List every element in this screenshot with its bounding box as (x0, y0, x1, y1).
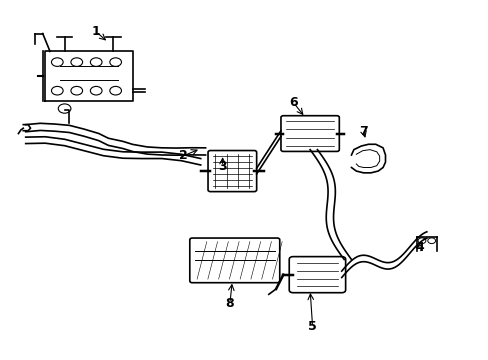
Text: 3: 3 (218, 160, 226, 173)
Text: 7: 7 (359, 125, 367, 138)
Text: 6: 6 (288, 96, 297, 109)
Text: 4: 4 (414, 241, 423, 255)
Text: 8: 8 (225, 297, 234, 310)
Text: 1: 1 (92, 25, 101, 38)
Text: 2: 2 (179, 149, 188, 162)
Text: 5: 5 (307, 320, 316, 333)
